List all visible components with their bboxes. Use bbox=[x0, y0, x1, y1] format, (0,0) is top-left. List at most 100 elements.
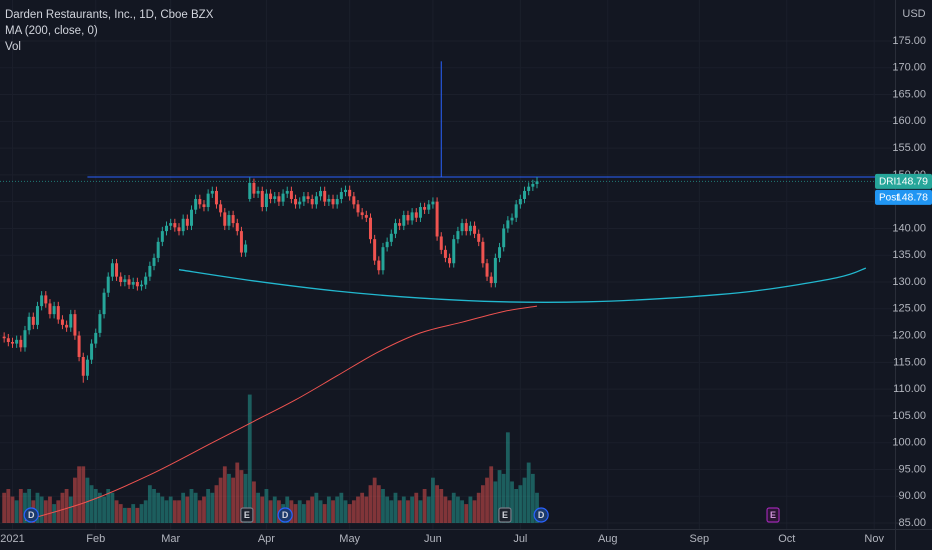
candle-body bbox=[27, 316, 31, 331]
candle-body bbox=[339, 192, 343, 199]
volume-bar bbox=[322, 504, 327, 523]
candle-body bbox=[327, 198, 331, 202]
y-tick-label: 120.00 bbox=[892, 329, 926, 341]
candle-body bbox=[206, 193, 210, 208]
candle-body bbox=[219, 204, 223, 213]
candle-body bbox=[489, 276, 493, 284]
candle-body bbox=[160, 231, 164, 242]
volume-bar bbox=[422, 489, 427, 523]
candle-body bbox=[393, 223, 397, 234]
candle-body bbox=[85, 359, 89, 376]
x-tick-label: 2021 bbox=[0, 533, 24, 545]
volume-bar bbox=[197, 500, 202, 523]
volume-bar bbox=[77, 466, 81, 523]
candle-body bbox=[165, 225, 169, 232]
volume-bar bbox=[118, 504, 123, 523]
candle-body bbox=[448, 257, 452, 264]
volume-bar bbox=[177, 500, 181, 523]
volume-bar bbox=[351, 500, 356, 523]
volume-bar bbox=[60, 492, 65, 523]
volume-bar bbox=[505, 432, 510, 523]
volume-bar bbox=[293, 504, 298, 523]
volume-bar bbox=[356, 496, 360, 523]
candle-body bbox=[514, 204, 518, 218]
volume-bar bbox=[189, 489, 194, 523]
volume-bar bbox=[318, 500, 323, 523]
volume-bar bbox=[106, 489, 111, 523]
candle-body bbox=[94, 332, 98, 344]
volume-bar bbox=[406, 500, 410, 523]
volume-bar bbox=[147, 485, 152, 523]
candle-body bbox=[52, 306, 56, 315]
volume-bar bbox=[156, 492, 161, 523]
volume-bar bbox=[227, 473, 231, 523]
y-tick-label: 95.00 bbox=[898, 463, 926, 475]
volume-bar bbox=[489, 466, 494, 523]
candle-body bbox=[535, 181, 539, 184]
volume-bar bbox=[297, 500, 302, 523]
volume-bar bbox=[164, 500, 169, 523]
candle-body bbox=[398, 223, 402, 226]
volume-bar bbox=[48, 496, 52, 523]
candle-body bbox=[6, 338, 10, 342]
candle-body bbox=[464, 223, 468, 232]
candle-body bbox=[377, 260, 381, 271]
candle-body bbox=[244, 244, 248, 253]
candle-body bbox=[23, 330, 27, 348]
candle-body bbox=[131, 282, 135, 285]
candle-body bbox=[319, 190, 323, 197]
volume-bar bbox=[218, 477, 223, 523]
volume-bar bbox=[210, 492, 215, 523]
candle-body bbox=[302, 196, 306, 202]
candle-body bbox=[323, 190, 327, 202]
volume-bar bbox=[368, 485, 373, 523]
volume-bar bbox=[381, 489, 385, 523]
candle-body bbox=[473, 225, 477, 234]
volume-bar bbox=[464, 504, 469, 523]
volume-bar bbox=[314, 492, 319, 523]
candle-body bbox=[19, 339, 23, 348]
candle-body bbox=[10, 341, 14, 344]
x-tick-label: Oct bbox=[778, 533, 795, 545]
volume-bar bbox=[168, 496, 173, 523]
candle-body bbox=[73, 314, 77, 336]
y-tick-label: 130.00 bbox=[892, 276, 926, 288]
volume-bar bbox=[18, 489, 23, 523]
candle-body bbox=[235, 223, 239, 232]
y-tick-label: 140.00 bbox=[892, 222, 926, 234]
arc-drawing bbox=[178, 267, 867, 303]
candle-body bbox=[443, 249, 447, 258]
volume-bar bbox=[202, 496, 206, 523]
currency-label[interactable]: USD bbox=[902, 8, 925, 20]
candle-body bbox=[406, 215, 410, 221]
volume-bar bbox=[456, 496, 460, 523]
candle-body bbox=[493, 257, 497, 284]
candle-body bbox=[185, 218, 189, 226]
volume-bar bbox=[335, 496, 340, 523]
candle-body bbox=[427, 204, 431, 210]
candle-body bbox=[389, 233, 393, 242]
y-tick-label: 135.00 bbox=[892, 249, 926, 261]
candle-body bbox=[360, 212, 364, 216]
indicator-label: Vol bbox=[5, 41, 21, 53]
price-tag bbox=[875, 173, 932, 189]
candle-body bbox=[252, 182, 256, 194]
volume-bar bbox=[152, 489, 156, 523]
candle-body bbox=[110, 263, 114, 277]
volume-bar bbox=[98, 492, 102, 523]
earnings-marker bbox=[498, 507, 512, 523]
candle-body bbox=[35, 306, 39, 325]
candle-body bbox=[527, 186, 531, 191]
candle-body bbox=[119, 276, 123, 283]
volume-bar bbox=[376, 485, 381, 523]
candle-body bbox=[306, 196, 310, 199]
grid bbox=[0, 0, 895, 530]
candle-body bbox=[177, 227, 181, 232]
axes-layer: 85.00 90.00 95.00 100.00 105.00 110.00 115.00 1… bbox=[0, 35, 932, 545]
volume-bar bbox=[397, 500, 402, 523]
volume-bar bbox=[268, 500, 273, 523]
volume-bar bbox=[485, 477, 489, 523]
candle-body bbox=[289, 190, 293, 199]
volume-bar bbox=[260, 496, 265, 523]
